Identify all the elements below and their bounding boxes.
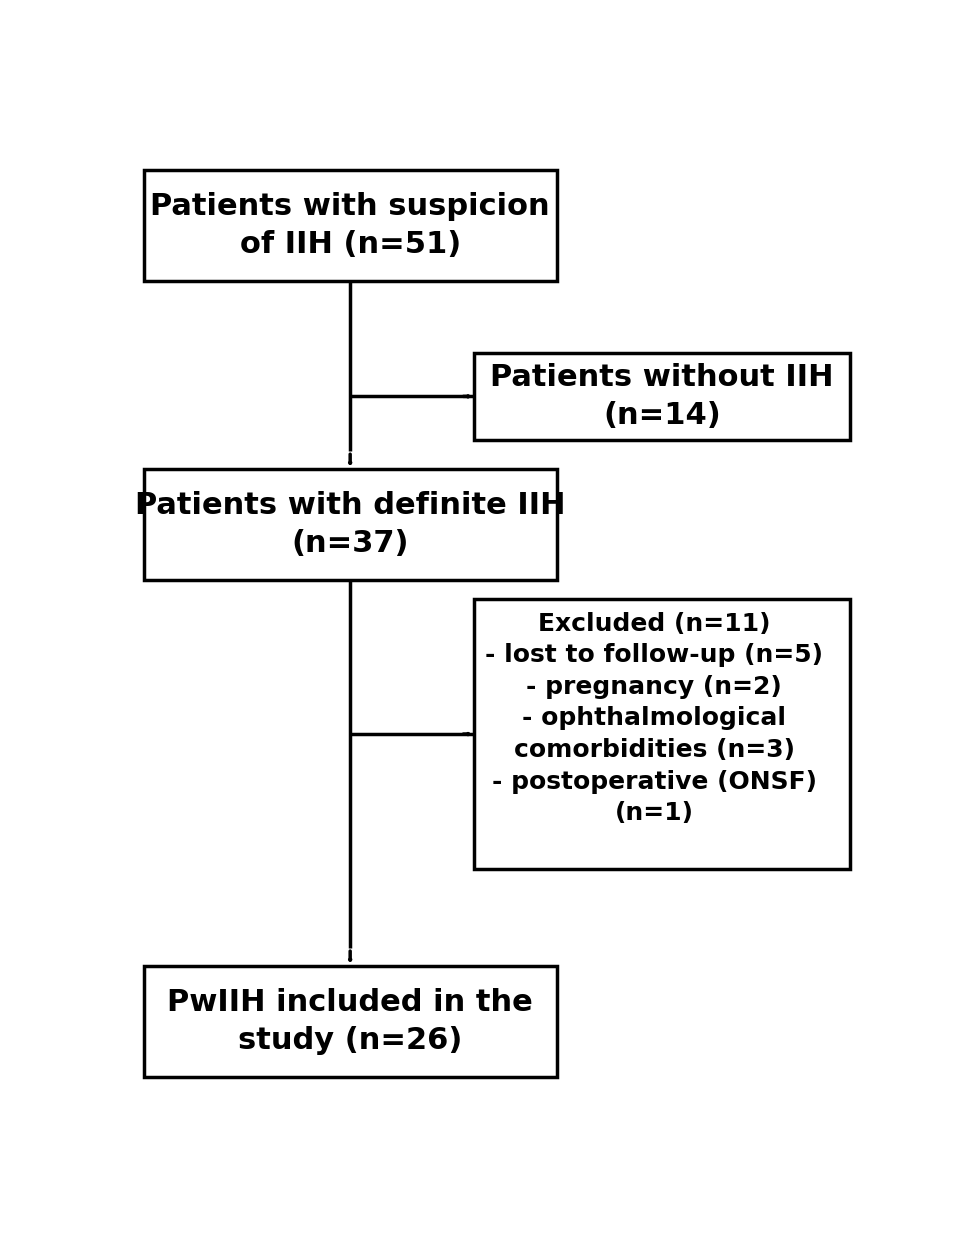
- Bar: [143, 169, 556, 281]
- Bar: [474, 599, 850, 870]
- Text: Patients without IIH
(n=14): Patients without IIH (n=14): [490, 363, 833, 430]
- Bar: [143, 966, 556, 1076]
- Bar: [143, 469, 556, 580]
- Text: Patients with suspicion
of IIH (n=51): Patients with suspicion of IIH (n=51): [150, 192, 550, 258]
- Text: Excluded (n=11)
- lost to follow-up (n=5)
- pregnancy (n=2)
- ophthalmological
c: Excluded (n=11) - lost to follow-up (n=5…: [485, 611, 824, 826]
- Bar: [474, 353, 850, 440]
- Text: PwIIH included in the
study (n=26): PwIIH included in the study (n=26): [168, 987, 533, 1055]
- Text: Patients with definite IIH
(n=37): Patients with definite IIH (n=37): [135, 491, 566, 558]
